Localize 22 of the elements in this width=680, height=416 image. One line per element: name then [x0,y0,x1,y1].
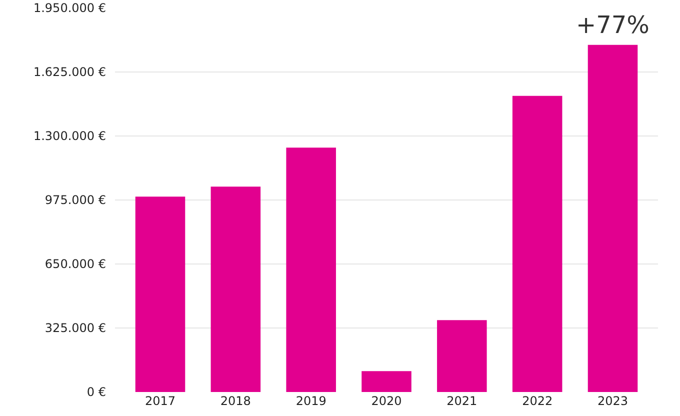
bar [135,196,186,392]
y-tick-label: 0 € [86,385,106,400]
y-tick-label: 1.625.000 € [33,65,106,80]
x-tick-label: 2022 [522,394,553,408]
y-tick-label: 650.000 € [44,257,106,272]
annotation: +77% [576,11,650,39]
x-tick-label: 2021 [446,394,478,408]
bar [286,148,336,392]
bar [437,320,487,392]
bar [210,186,261,392]
y-tick-label: 1.950.000 € [33,1,106,16]
x-tick-label: 2017 [144,394,176,408]
bar [588,44,638,392]
x-tick-label: 2023 [597,394,628,408]
x-tick-label: 2018 [220,394,251,408]
y-tick-label: 975.000 € [44,193,106,208]
y-tick-label: 1.300.000 € [33,129,106,144]
bar [362,371,412,392]
y-tick-label: 325.000 € [44,321,106,336]
bar [512,96,562,392]
x-tick-label: 2019 [296,394,326,408]
x-tick-label: 2020 [371,394,402,408]
